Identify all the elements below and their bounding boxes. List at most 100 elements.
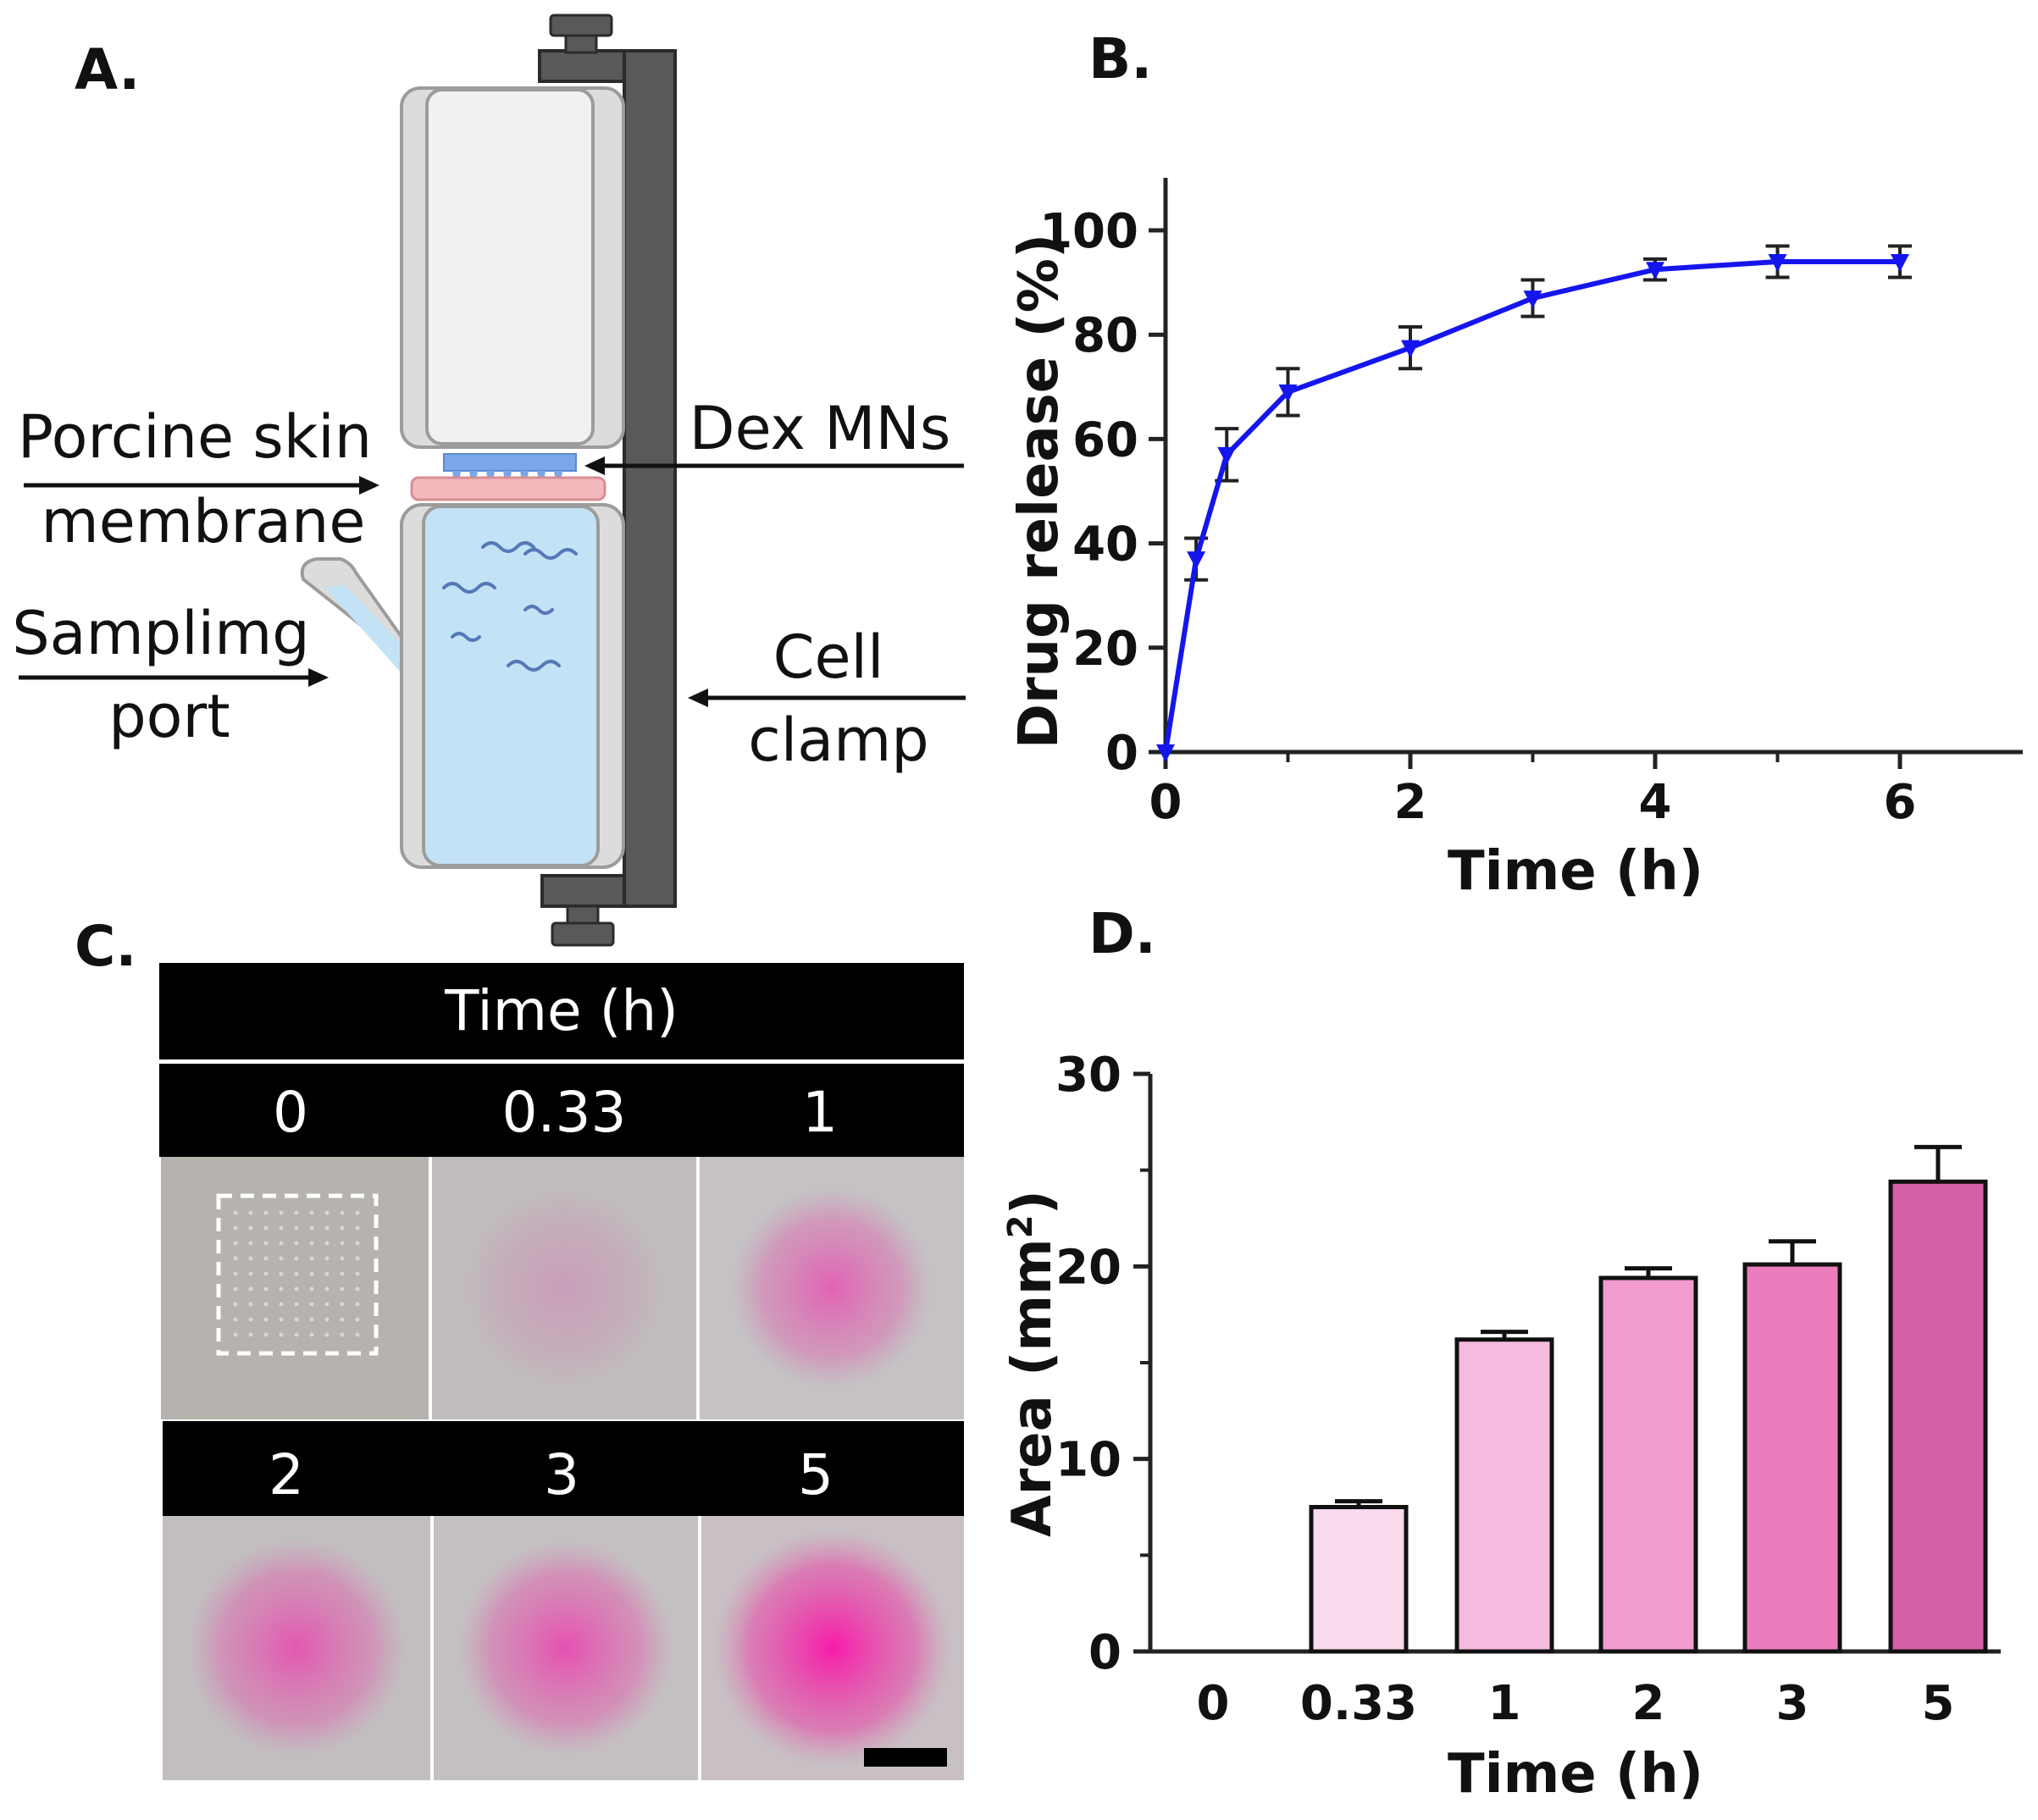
donor-compartment-inner — [425, 88, 595, 445]
mn-imprint-dot — [233, 1332, 238, 1337]
mn-imprint-dot — [309, 1271, 314, 1276]
mn-imprint-dot — [340, 1317, 345, 1322]
mn-imprint-dot — [248, 1286, 253, 1292]
mn-imprint-dot — [324, 1256, 330, 1261]
mn-imprint-dot — [279, 1271, 284, 1276]
mn-imprint-dot — [233, 1225, 238, 1231]
stain-spot — [732, 1188, 932, 1388]
images-row1-bar — [159, 1064, 964, 1157]
d-bar-5 — [1888, 1179, 1988, 1654]
fluid-waves — [442, 541, 578, 672]
b-data-point — [1401, 340, 1420, 358]
d-bar-2 — [1598, 1275, 1698, 1654]
mn-imprint-dot — [309, 1256, 314, 1261]
arrow-sampling — [19, 668, 329, 687]
b-xtick-label-4: 4 — [1639, 775, 1672, 830]
mn-imprint-dot — [279, 1210, 284, 1215]
mn-imprint-dot — [309, 1302, 314, 1307]
mn-imprint-dot — [324, 1225, 330, 1231]
mn-imprint-dot — [309, 1317, 314, 1322]
mn-imprint-dot — [263, 1317, 269, 1322]
mn-imprint-dot — [355, 1332, 360, 1337]
label-cell-line2: clamp — [748, 705, 928, 775]
mn-imprint-dot — [294, 1271, 299, 1276]
franz-cell-diagram: Porcine skin membrane Dex MNs Samplimg p… — [12, 14, 966, 947]
mn-imprint-dot — [309, 1210, 314, 1215]
images-header-title: Time (h) — [444, 978, 678, 1043]
images-header-bar — [159, 963, 964, 1059]
d-y-axis-title: Area (mm2) — [1001, 1190, 1064, 1537]
mn-imprint-dot — [279, 1241, 284, 1246]
mn-imprint-dot — [309, 1286, 314, 1292]
mn-imprint-dot — [294, 1332, 299, 1337]
time-label-033: 0.33 — [502, 1080, 627, 1145]
mn-imprint-dot — [233, 1241, 238, 1246]
b-data-point — [1646, 262, 1664, 280]
d-xtick-label-0: 0 — [1197, 1676, 1230, 1731]
mn-imprint-dot — [233, 1210, 238, 1215]
receptor-fluid — [422, 505, 600, 867]
label-dex-mns: Dex MNs — [689, 394, 951, 463]
d-ytick-label-10: 10 — [1055, 1433, 1121, 1488]
mn-imprint-dot — [309, 1225, 314, 1231]
mn-imprint-dot — [233, 1317, 238, 1322]
mn-imprint-dot — [324, 1271, 330, 1276]
mn-imprint-dot — [340, 1241, 345, 1246]
mn-imprint-dot — [263, 1225, 269, 1231]
mn-imprint-dot — [248, 1302, 253, 1307]
mn-imprint-dot — [248, 1225, 253, 1231]
label-porcine-line2: membrane — [42, 487, 366, 556]
arrow-cell — [688, 689, 966, 707]
d-ytick-label-20: 20 — [1055, 1240, 1121, 1295]
stain-spot — [457, 1540, 674, 1756]
b-ytick-label-40: 40 — [1072, 517, 1138, 573]
d-bar-0.33 — [1309, 1505, 1409, 1654]
clamp-bottom-arm — [540, 874, 626, 908]
mn-imprint-dot — [279, 1317, 284, 1322]
b-data-point — [1523, 290, 1542, 309]
label-sampling-line1: Samplimg — [12, 599, 309, 668]
stain-spot — [186, 1538, 407, 1758]
d-x-axis-title: Time (h) — [1448, 1743, 1703, 1806]
mn-imprint-dot — [294, 1225, 299, 1231]
mn-imprint-dot — [233, 1271, 238, 1276]
mn-imprint-dot — [309, 1332, 314, 1337]
time-label-2: 2 — [269, 1442, 304, 1507]
b-data-point — [1156, 744, 1175, 762]
mn-imprint-dot — [263, 1302, 269, 1307]
b-x-axis-title: Time (h) — [1448, 840, 1703, 903]
b-data-point — [1278, 384, 1298, 402]
mn-imprint-dot — [340, 1271, 345, 1276]
scale-bar — [864, 1748, 947, 1767]
mn-imprint-dot — [294, 1302, 299, 1307]
mn-imprint-dot — [279, 1302, 284, 1307]
label-sampling-line2: port — [108, 682, 230, 751]
mn-imprint-dot — [294, 1210, 299, 1215]
skin-membrane — [410, 476, 606, 501]
clamp-bottom-knob — [551, 921, 615, 947]
clamp-bar — [623, 49, 677, 908]
mn-imprint-dot — [355, 1256, 360, 1261]
mn-imprint-dot — [279, 1256, 284, 1261]
b-xtick-label-0: 0 — [1149, 775, 1182, 830]
mn-imprint-dot — [248, 1256, 253, 1261]
panel-label-c: C. — [75, 914, 137, 979]
mn-imprint-dot — [324, 1241, 330, 1246]
mn-imprint-dot — [355, 1317, 360, 1322]
b-data-point — [1217, 446, 1237, 465]
mn-imprint-dot — [279, 1332, 284, 1337]
mn-imprint-dot — [340, 1302, 345, 1307]
mn-imprint-dot — [233, 1256, 238, 1261]
d-xtick-label-0.33: 0.33 — [1300, 1676, 1417, 1731]
mn-imprint-dot — [263, 1332, 269, 1337]
mn-imprint-dot — [340, 1256, 345, 1261]
arrow-porcine — [24, 476, 379, 495]
panel-label-d: D. — [1088, 901, 1156, 966]
mn-imprint-dot — [233, 1302, 238, 1307]
d-xtick-label-3: 3 — [1776, 1676, 1809, 1731]
panel-label-a: A. — [75, 37, 140, 102]
time-label-5: 5 — [798, 1442, 833, 1507]
mn-outline-box — [216, 1193, 379, 1356]
sampling-port-channel — [325, 584, 424, 698]
stain-spot — [462, 1187, 666, 1390]
